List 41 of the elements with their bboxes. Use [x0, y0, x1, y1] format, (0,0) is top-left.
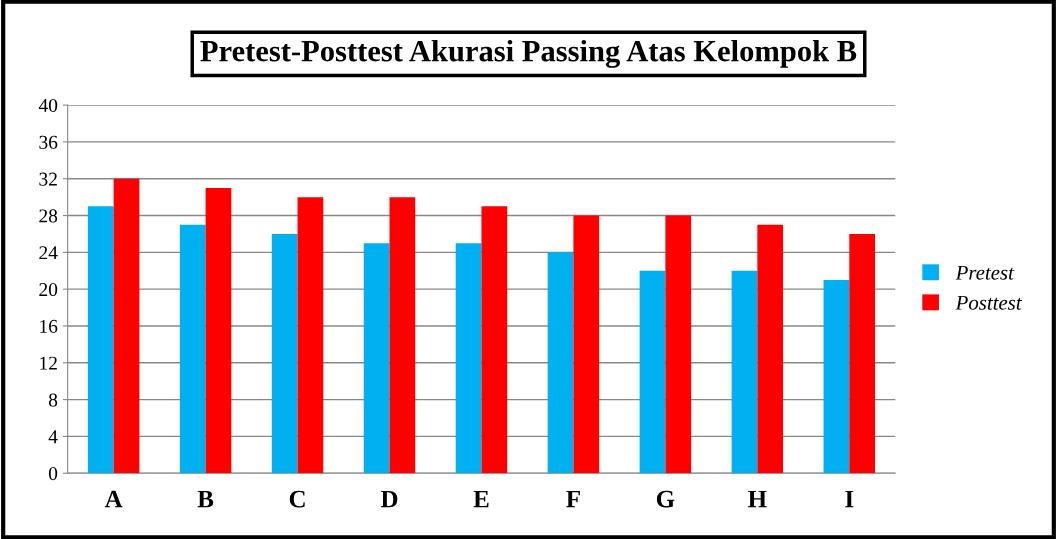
- bar: [455, 243, 482, 474]
- bar: [363, 243, 390, 474]
- legend-label: Pretest: [955, 265, 1015, 280]
- x-tick-label: I: [845, 490, 854, 508]
- bar: [87, 206, 114, 474]
- y-tick-label: 28: [39, 209, 58, 223]
- bar: [179, 224, 206, 474]
- x-tick-label: C: [289, 490, 305, 508]
- bar: [823, 279, 850, 474]
- x-tick-label: D: [380, 490, 398, 508]
- y-tick-label: 12: [40, 356, 57, 370]
- y-tick-label: 20: [39, 282, 58, 297]
- y-tick-label: 32: [39, 172, 57, 186]
- y-tick-label: 0: [48, 467, 58, 481]
- bar: [573, 215, 600, 474]
- bar: [665, 215, 692, 474]
- y-tick-label: 8: [48, 393, 58, 407]
- x-tick-label: B: [197, 490, 214, 508]
- x-tick-label: G: [656, 490, 675, 508]
- bar: [731, 270, 758, 474]
- y-tick-label: 16: [40, 319, 58, 333]
- y-tick-label: 24: [39, 246, 58, 260]
- bar: [547, 252, 574, 474]
- bar: [389, 197, 416, 474]
- x-tick-label: E: [473, 490, 489, 508]
- y-tick-label: 36: [39, 135, 58, 149]
- bar: [297, 197, 324, 474]
- bar: [639, 270, 666, 474]
- bar: [271, 233, 298, 474]
- chart-title: Pretest-Posttest Akurasi Passing Atas Kelompok B: [200, 39, 857, 68]
- y-tick-label: 40: [38, 98, 58, 113]
- y-tick-label: 4: [48, 430, 58, 444]
- bar: [849, 233, 876, 474]
- legend-label: Posttest: [955, 295, 1023, 310]
- bar: [205, 187, 232, 474]
- x-tick-label: F: [566, 490, 580, 508]
- bar: [481, 206, 508, 474]
- x-tick-label: A: [104, 490, 123, 508]
- bar: [113, 178, 140, 474]
- x-tick-label: H: [748, 490, 767, 508]
- bar: [757, 224, 784, 474]
